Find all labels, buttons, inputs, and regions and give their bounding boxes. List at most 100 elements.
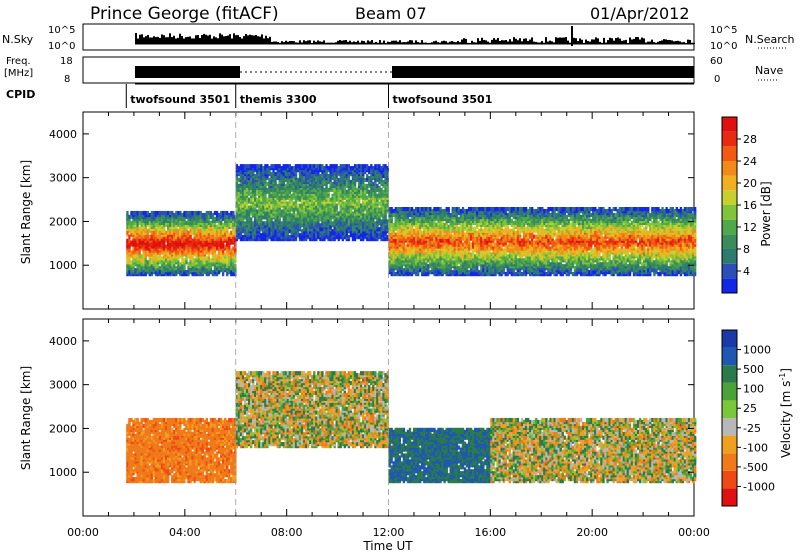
heatmap-cell bbox=[386, 235, 389, 240]
heatmap-cell bbox=[142, 246, 145, 251]
heatmap-cell bbox=[243, 236, 247, 242]
heatmap-cell bbox=[142, 224, 145, 229]
nsky-sample bbox=[615, 38, 617, 44]
heatmap-cell bbox=[374, 189, 377, 194]
heatmap-cell bbox=[333, 197, 336, 202]
nsky-sample bbox=[377, 42, 379, 44]
heatmap-cell bbox=[343, 191, 346, 196]
heatmap-cell bbox=[398, 206, 401, 212]
heatmap-cell bbox=[185, 210, 188, 216]
heatmap-cell bbox=[433, 206, 436, 212]
heatmap-cell bbox=[162, 210, 166, 216]
heatmap-cell bbox=[349, 179, 353, 185]
heatmap-cell bbox=[142, 234, 145, 239]
heatmap-cell bbox=[414, 254, 418, 259]
heatmap-cell bbox=[142, 210, 145, 216]
nsky-sample bbox=[183, 38, 185, 44]
heatmap-cell bbox=[175, 240, 178, 245]
nsky-sample bbox=[683, 42, 685, 44]
heatmap-cell bbox=[181, 212, 184, 218]
heatmap-cell bbox=[132, 210, 135, 216]
nsky-sample bbox=[151, 37, 153, 44]
heatmap-cell bbox=[187, 210, 190, 216]
heatmap-cell bbox=[150, 230, 154, 235]
heatmap-cell bbox=[323, 217, 326, 222]
heatmap-cell bbox=[388, 242, 391, 247]
heatmap-cell bbox=[417, 222, 420, 227]
heatmap-cell bbox=[215, 210, 219, 216]
nsky-sample bbox=[209, 34, 211, 44]
heatmap-cell bbox=[154, 256, 158, 261]
heatmap-cell bbox=[319, 203, 322, 208]
heatmap-cell bbox=[183, 258, 186, 263]
heatmap-cell bbox=[230, 210, 233, 216]
heatmap-cell bbox=[217, 212, 221, 218]
heatmap-cell bbox=[437, 252, 440, 257]
nsky-sample bbox=[171, 37, 173, 44]
heatmap-cell bbox=[185, 244, 188, 249]
heatmap-cell bbox=[207, 214, 211, 220]
heatmap-cell bbox=[148, 266, 151, 271]
heatmap-cell bbox=[268, 166, 271, 171]
nsky-sample bbox=[263, 38, 265, 44]
heatmap-cell bbox=[390, 242, 393, 247]
heatmap-cell bbox=[366, 195, 369, 200]
heatmap-cell bbox=[449, 212, 452, 218]
freq-tick-top: 18 bbox=[60, 56, 73, 67]
heatmap-cell bbox=[300, 179, 304, 185]
heatmap-cell bbox=[209, 210, 213, 216]
heatmap-cell bbox=[309, 209, 312, 214]
heatmap-cell bbox=[260, 217, 263, 222]
heatmap-cell bbox=[215, 230, 219, 235]
heatmap-cell bbox=[302, 209, 306, 214]
heatmap-cell bbox=[274, 187, 277, 192]
heatmap-cell bbox=[419, 238, 422, 243]
heatmap-cell bbox=[266, 217, 269, 222]
nsky-sample bbox=[605, 42, 607, 44]
heatmap-cell bbox=[311, 185, 314, 190]
nsky-sample bbox=[567, 40, 569, 44]
heatmap-cell bbox=[201, 234, 204, 239]
nsky-sample bbox=[555, 37, 557, 44]
heatmap-cell bbox=[376, 217, 379, 222]
nsky-sample bbox=[467, 42, 469, 44]
heatmap-cell bbox=[368, 235, 371, 240]
heatmap-cell bbox=[205, 256, 209, 261]
heatmap-cell bbox=[280, 225, 283, 230]
heatmap-cell bbox=[292, 221, 296, 226]
heatmap-cell bbox=[205, 214, 209, 220]
heatmap-cell bbox=[193, 258, 196, 263]
nsky-sample bbox=[613, 40, 615, 44]
nsky-sample bbox=[159, 37, 161, 44]
heatmap-cell bbox=[209, 258, 213, 263]
heatmap-cell bbox=[359, 164, 363, 169]
heatmap-cell bbox=[355, 187, 359, 192]
nsky-sample bbox=[633, 38, 635, 44]
heatmap-cell bbox=[443, 222, 446, 227]
heatmap-cell bbox=[152, 256, 156, 261]
heatmap-cell bbox=[374, 193, 377, 198]
heatmap-cell bbox=[250, 164, 253, 169]
nsky-right-tick-bottom: 10^0 bbox=[710, 41, 737, 52]
nsky-sample bbox=[511, 41, 513, 44]
heatmap-cell bbox=[317, 231, 320, 236]
heatmap-cell bbox=[368, 179, 371, 185]
nsky-right-tick-top: 10^5 bbox=[710, 25, 737, 36]
heatmap-cell bbox=[414, 206, 418, 212]
nsky-sample bbox=[233, 33, 235, 44]
nsky-sample bbox=[659, 40, 661, 44]
heatmap-cell bbox=[134, 268, 137, 273]
heatmap-cell bbox=[433, 236, 436, 241]
nsky-panel: N.Sky 10^5 10^0 10^5 10^0 N.Search bbox=[2, 23, 795, 52]
heatmap-cell bbox=[370, 213, 373, 218]
heatmap-cell bbox=[445, 232, 448, 237]
heatmap-cell bbox=[142, 258, 145, 263]
heatmap-cell bbox=[435, 260, 438, 265]
heatmap-cell bbox=[239, 221, 243, 226]
heatmap-cell bbox=[199, 214, 202, 220]
heatmap-cell bbox=[329, 164, 332, 169]
heatmap-cell bbox=[146, 240, 149, 245]
heatmap-cell bbox=[406, 268, 410, 273]
heatmap-cell bbox=[243, 221, 247, 226]
heatmap-cell bbox=[245, 164, 249, 169]
